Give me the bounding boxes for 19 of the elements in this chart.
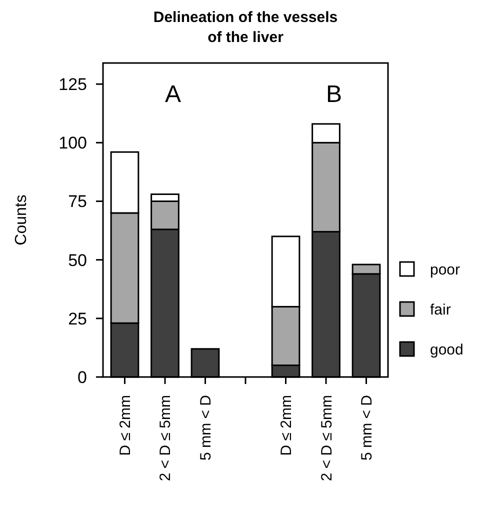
x-tick-label: 2 < D ≤ 5mm [318, 395, 336, 482]
legend-label: poor [430, 261, 460, 278]
y-tick-label: 125 [58, 75, 87, 94]
y-tick-label: 25 [68, 309, 87, 328]
x-tick-label: 5 mm < D [197, 394, 214, 460]
y-tick-label: 100 [58, 134, 87, 153]
chart-title: Delineation of the vessels of the liver [153, 9, 338, 46]
annotation: A [164, 81, 181, 108]
legend-label: fair [430, 301, 451, 318]
y-axis-title: Counts [13, 194, 30, 246]
legend-label: good [430, 341, 464, 358]
y-tick-label: 50 [68, 250, 87, 270]
x-tick-label: 2 < D ≤ 5mm [157, 395, 174, 482]
x-tick-label: D ≤ 2mm [116, 395, 134, 456]
y-tick-label: 75 [68, 192, 87, 212]
annotation: B [326, 81, 342, 108]
x-tick-label: 5 mm < D [358, 394, 376, 460]
y-tick-label: 0 [78, 368, 87, 387]
x-tick-label: D ≤ 2mm [278, 395, 296, 456]
